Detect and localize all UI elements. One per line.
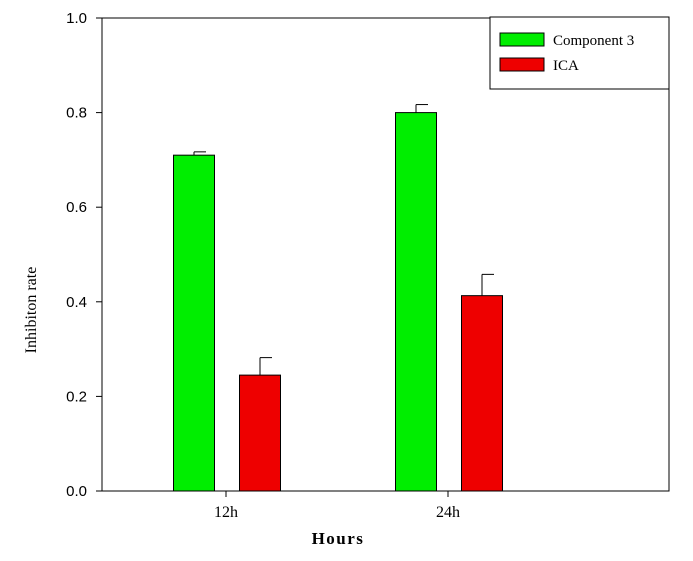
legend-swatch xyxy=(499,57,545,72)
legend-swatch xyxy=(499,32,545,47)
legend: Component 3 ICA xyxy=(489,16,670,90)
bar xyxy=(395,112,437,492)
bar xyxy=(173,154,215,492)
legend-box xyxy=(489,16,670,90)
bars xyxy=(173,104,503,492)
x-axis: 12h 24h xyxy=(214,491,460,521)
y-tick-label: 0.2 xyxy=(66,388,87,405)
y-tick-label: 0.0 xyxy=(66,483,87,500)
y-tick-label: 1.0 xyxy=(66,10,87,27)
y-tick-label: 0.6 xyxy=(66,199,87,216)
legend-label: ICA xyxy=(553,58,579,74)
x-tick-label: 12h xyxy=(214,504,238,521)
x-axis-label: Hours xyxy=(312,529,365,548)
legend-label: Component 3 xyxy=(553,33,634,49)
bar xyxy=(239,374,281,492)
plot-frame xyxy=(101,17,670,492)
y-tick-label: 0.4 xyxy=(66,294,87,311)
y-axis-label: Inhibiton rate xyxy=(23,267,40,354)
bar xyxy=(461,295,503,492)
y-axis: 0.0 0.2 0.4 0.6 0.8 1.0 xyxy=(66,10,102,500)
plot-border xyxy=(101,17,670,492)
x-tick-label: 24h xyxy=(436,504,460,521)
y-tick-label: 0.8 xyxy=(66,105,87,122)
